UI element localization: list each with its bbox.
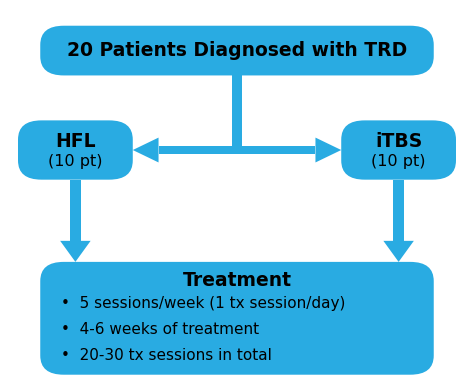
Text: •  4-6 weeks of treatment: • 4-6 weeks of treatment	[61, 322, 259, 338]
FancyBboxPatch shape	[341, 120, 456, 180]
Text: iTBS: iTBS	[375, 132, 422, 151]
Text: (10 pt): (10 pt)	[371, 154, 426, 169]
FancyBboxPatch shape	[70, 180, 81, 241]
FancyBboxPatch shape	[40, 262, 434, 375]
Polygon shape	[60, 241, 91, 262]
FancyBboxPatch shape	[18, 120, 133, 180]
FancyBboxPatch shape	[393, 180, 404, 241]
Text: •  20-30 tx sessions in total: • 20-30 tx sessions in total	[61, 348, 272, 364]
Text: Treatment: Treatment	[182, 271, 292, 290]
Text: 20 Patients Diagnosed with TRD: 20 Patients Diagnosed with TRD	[67, 41, 407, 60]
Text: HFL: HFL	[55, 132, 96, 151]
Polygon shape	[383, 241, 414, 262]
Text: •  5 sessions/week (1 tx session/day): • 5 sessions/week (1 tx session/day)	[61, 296, 346, 312]
Polygon shape	[133, 138, 158, 163]
FancyBboxPatch shape	[158, 146, 316, 154]
Polygon shape	[316, 138, 341, 163]
Text: (10 pt): (10 pt)	[48, 154, 103, 169]
FancyBboxPatch shape	[232, 75, 242, 150]
FancyBboxPatch shape	[40, 26, 434, 75]
